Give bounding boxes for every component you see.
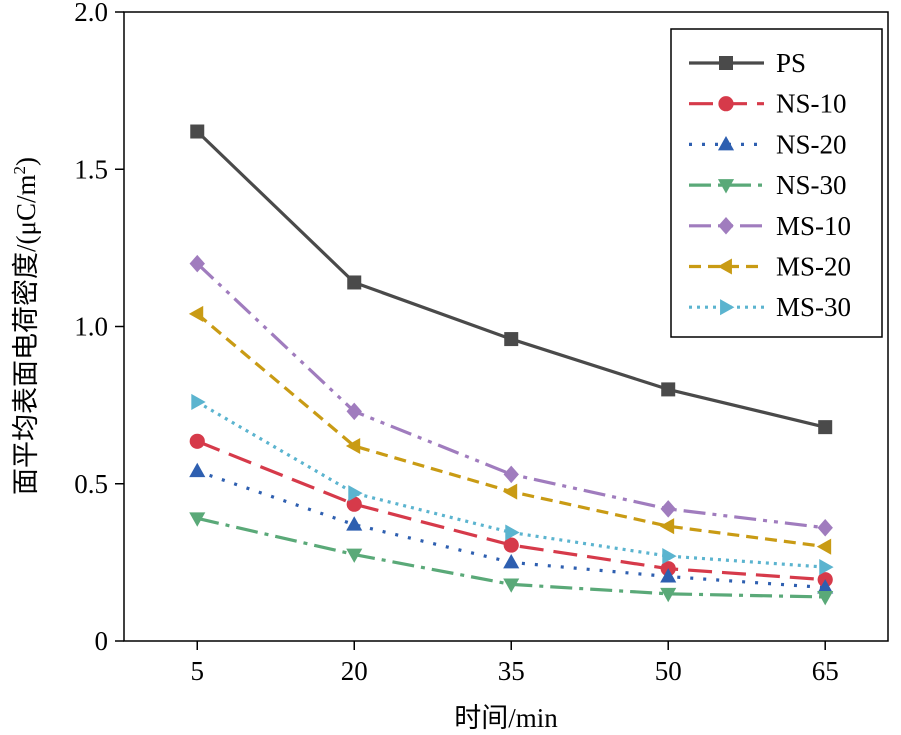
data-point-ms-20 xyxy=(188,305,204,322)
x-tick-label: 20 xyxy=(341,656,368,686)
legend-label-ms-30: MS-30 xyxy=(776,292,851,322)
legend-label-ms-10: MS-10 xyxy=(776,211,851,241)
data-point-ms-30 xyxy=(348,485,363,502)
series-line-ms-20 xyxy=(196,312,826,549)
x-axis-label: 时间/min xyxy=(454,703,558,733)
legend-marker-ns-30 xyxy=(717,179,735,194)
y-axis-label-close: ) xyxy=(11,157,41,166)
data-point-ns-10 xyxy=(503,537,519,553)
legend-marker-ns-10 xyxy=(718,96,734,112)
series-line-ms-30 xyxy=(196,400,826,569)
data-point-ps xyxy=(347,275,362,290)
data-point-ns-30 xyxy=(660,587,677,603)
y-tick-label: 2.0 xyxy=(74,0,108,27)
data-point-ms-10 xyxy=(817,519,833,537)
data-point-ps xyxy=(818,420,833,435)
data-point-ms-30 xyxy=(191,393,206,411)
data-point-ms-30 xyxy=(819,559,834,576)
data-point-ns-20 xyxy=(503,553,520,569)
x-tick-label: 5 xyxy=(191,656,205,686)
series-line-ns-10 xyxy=(196,439,826,582)
data-point-ms-10 xyxy=(660,500,676,518)
legend: PS NS-10 NS-20 NS-30 MS-10 MS-20 MS-30 xyxy=(670,28,883,338)
y-axis-label-superscript: 2 xyxy=(10,166,29,175)
data-point-ms-20 xyxy=(345,437,361,455)
legend-marker-ns-20 xyxy=(717,136,735,151)
x-tick-label: 35 xyxy=(498,656,525,686)
data-point-ms-10 xyxy=(503,465,519,484)
data-point-ms-10 xyxy=(346,402,362,421)
legend-marker-ms-30 xyxy=(720,299,735,316)
legend-marker-ms-20 xyxy=(717,258,732,275)
data-point-ms-20 xyxy=(659,518,675,535)
legend-label-ns-20: NS-20 xyxy=(776,129,847,159)
data-point-ms-20 xyxy=(502,483,518,500)
legend-marker-ps xyxy=(719,56,733,70)
y-tick-label: 1.0 xyxy=(74,312,108,342)
data-point-ns-20 xyxy=(660,568,677,583)
data-point-ns-20 xyxy=(817,579,834,594)
data-point-ps xyxy=(190,124,205,139)
y-axis-label: 面平均表面电荷密度/(μC/m2) xyxy=(10,157,41,495)
x-axis-ticks: 5 20 35 50 65 xyxy=(191,641,839,686)
data-point-ns-30 xyxy=(817,591,834,606)
data-point-ns-30 xyxy=(346,548,363,563)
y-axis-ticks: 0 0.5 1.0 1.5 2.0 xyxy=(74,0,124,656)
data-point-ns-10 xyxy=(346,496,362,512)
data-point-ms-30 xyxy=(662,548,677,565)
data-point-ms-10 xyxy=(189,254,205,273)
y-axis-label-main: 面平均表面电荷密度/(μC/m xyxy=(11,175,41,495)
data-point-ns-30 xyxy=(189,512,206,527)
x-tick-label: 50 xyxy=(655,656,682,686)
data-point-ms-20 xyxy=(816,538,832,555)
legend-label-ns-10: NS-10 xyxy=(776,89,847,119)
legend-label-ps: PS xyxy=(776,48,806,78)
data-point-ns-20 xyxy=(189,462,206,478)
legend-marker-ms-10 xyxy=(718,217,734,235)
data-point-ps xyxy=(504,332,519,347)
data-point-ns-20 xyxy=(346,516,363,531)
legend-box xyxy=(670,28,883,338)
y-tick-label: 0 xyxy=(95,626,109,656)
legend-label-ns-30: NS-30 xyxy=(776,170,847,200)
data-point-ps xyxy=(661,382,676,397)
series-line-ms-10 xyxy=(196,262,826,530)
data-point-ms-30 xyxy=(505,524,520,541)
data-point-ns-30 xyxy=(503,578,520,593)
y-tick-label: 0.5 xyxy=(74,469,108,499)
x-tick-label: 65 xyxy=(812,656,839,686)
y-tick-label: 1.5 xyxy=(74,154,108,184)
data-point-ns-10 xyxy=(189,433,205,449)
legend-label-ms-20: MS-20 xyxy=(776,252,851,282)
series-markers xyxy=(188,124,834,606)
